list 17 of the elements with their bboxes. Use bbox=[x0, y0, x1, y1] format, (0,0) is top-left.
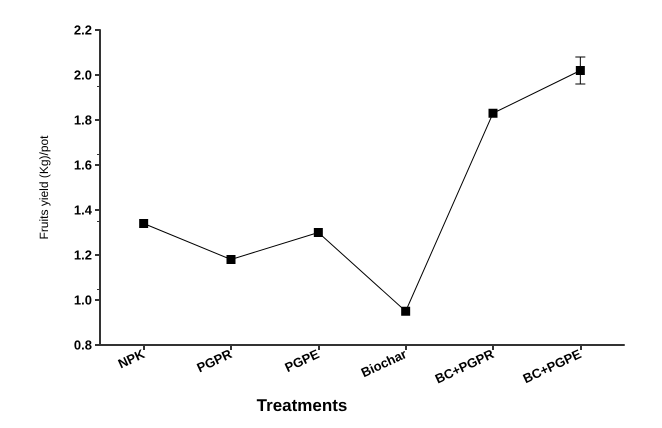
point bbox=[139, 219, 148, 228]
point bbox=[576, 66, 585, 75]
point bbox=[401, 306, 410, 316]
y-tick-label: 1.0 bbox=[74, 292, 92, 308]
y-tick-label: 2.2 bbox=[74, 22, 92, 38]
y-tick-label: 1.6 bbox=[74, 158, 92, 172]
y-axis-title: Fruits yield (Kg)/pot bbox=[37, 134, 51, 240]
x-axis-title: Treatments bbox=[256, 396, 348, 415]
y-tick-label: 0.8 bbox=[74, 338, 92, 352]
point bbox=[226, 255, 236, 264]
point bbox=[488, 108, 498, 118]
point bbox=[314, 228, 323, 237]
x-tick-label: NPK bbox=[116, 346, 148, 372]
y-tick-label: 1.2 bbox=[74, 248, 92, 262]
y-tick-label: 2.0 bbox=[74, 68, 92, 82]
y-tick-label: 1.8 bbox=[74, 112, 92, 128]
y-tick-label: 1.4 bbox=[74, 202, 93, 218]
